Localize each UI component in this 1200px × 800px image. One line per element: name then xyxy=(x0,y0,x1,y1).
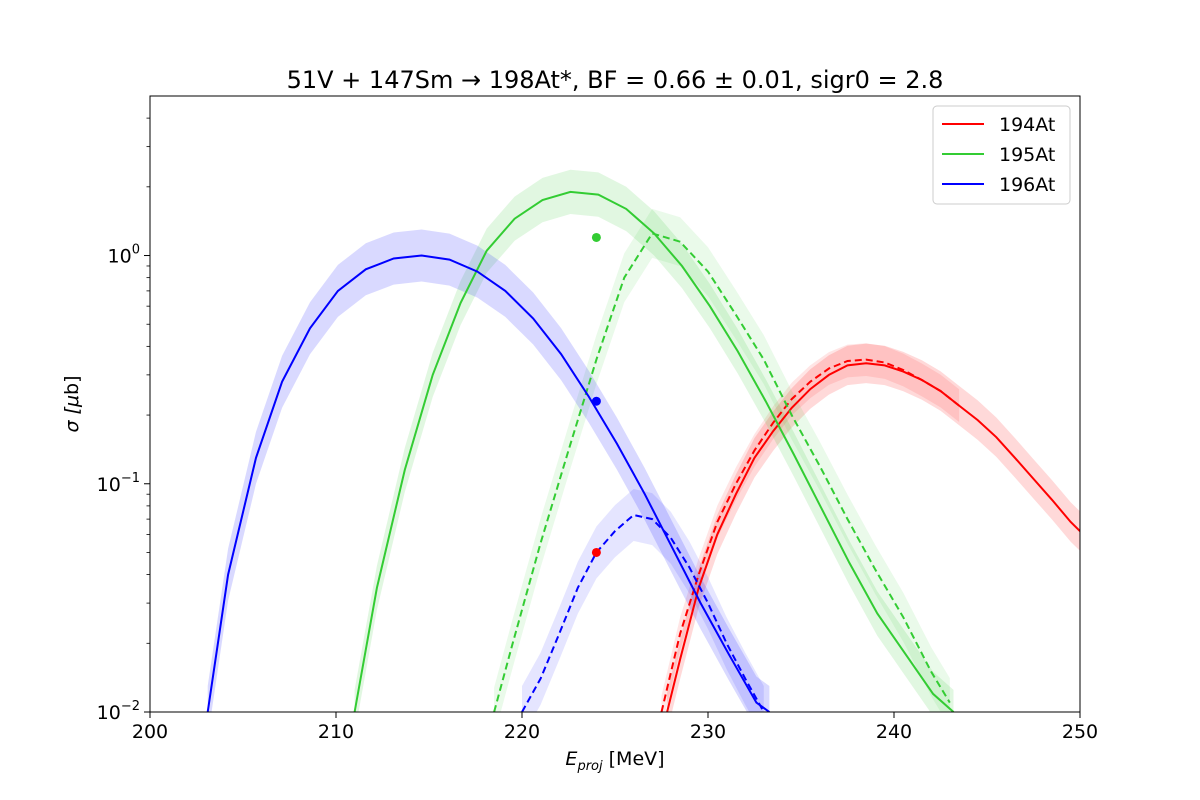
195at-dashed-line xyxy=(493,232,951,712)
x-tick-label: 210 xyxy=(318,721,354,743)
chart-title: 51V + 147Sm → 198At*, BF = 0.66 ± 0.01, … xyxy=(287,66,944,94)
196at-solid-line xyxy=(206,254,770,712)
plot-frame xyxy=(149,95,1081,713)
legend-label-194: 194At xyxy=(999,114,1055,136)
x-tick-label: 230 xyxy=(690,721,726,743)
x-tick-label: 220 xyxy=(504,721,540,743)
194at-dashed-line xyxy=(660,358,960,712)
y-tick-label: 100 xyxy=(108,243,140,268)
x-tick-label: 200 xyxy=(132,721,168,743)
194at-data-point xyxy=(591,547,601,557)
y-axis-label: σ [μb] xyxy=(61,375,83,432)
196at-dashed-band xyxy=(522,489,764,712)
196at-data-point xyxy=(591,396,601,406)
194at-solid-line xyxy=(666,362,1080,712)
x-axis-label: Eproj [MeV] xyxy=(565,748,664,774)
195at-dashed-band xyxy=(494,208,950,712)
legend: 194At 195At 196At xyxy=(932,105,1071,205)
legend-label-196: 196At xyxy=(999,174,1055,196)
195at-data-point xyxy=(591,232,601,242)
195at-solid-band xyxy=(354,169,954,712)
legend-label-195: 195At xyxy=(999,144,1055,166)
196at-dashed-line xyxy=(521,513,765,712)
y-tick-label: 10−2 xyxy=(97,699,140,724)
x-tick-label: 240 xyxy=(876,721,912,743)
x-tick-label: 250 xyxy=(1062,721,1098,743)
y-tick-label: 10−1 xyxy=(97,471,140,496)
